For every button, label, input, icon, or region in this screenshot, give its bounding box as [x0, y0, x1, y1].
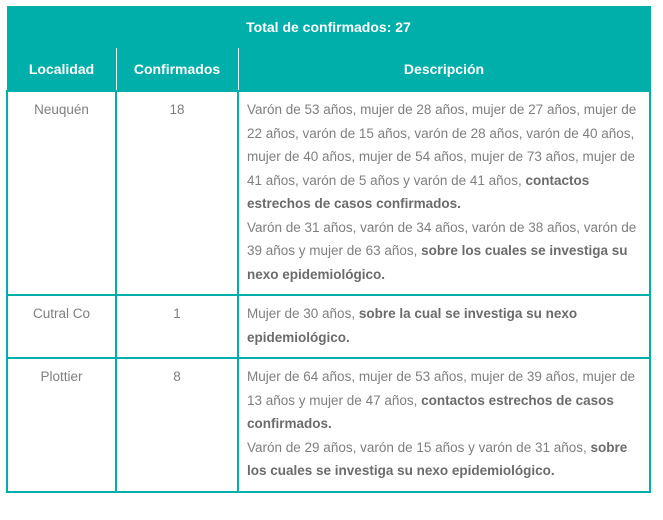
description-bold-text: contactos estrechos de casos confirmados…: [247, 392, 614, 432]
description-bold-text: contactos estrechos de casos confirmados…: [247, 172, 590, 212]
cell-descripcion: Mujer de 30 años, sobre la cual se inves…: [237, 294, 651, 359]
description-bold-text: sobre los cuales se investiga su nexo ep…: [247, 439, 628, 479]
cell-descripcion: Mujer de 64 años, mujer de 53 años, muje…: [237, 357, 651, 493]
description-paragraph: Mujer de 64 años, mujer de 53 años, muje…: [247, 365, 639, 436]
description-text: Varón de 31 años, varón de 34 años, varó…: [247, 219, 637, 259]
table-title: Total de confirmados: 27: [6, 6, 651, 48]
table-row: Cutral Co 1 Mujer de 30 años, sobre la cua…: [6, 294, 651, 359]
description-paragraph: Mujer de 30 años, sobre la cual se inves…: [247, 302, 639, 349]
header-descripcion: Descripción: [237, 47, 651, 91]
description-paragraph: Varón de 29 años, varón de 15 años y var…: [247, 436, 639, 483]
description-text: Varón de 53 años, mujer de 28 años, muje…: [247, 102, 637, 188]
description-text: Mujer de 64 años, mujer de 53 años, muje…: [247, 369, 635, 408]
cell-confirmados: 8: [115, 357, 239, 493]
header-localidad: Localidad: [6, 47, 117, 91]
cell-confirmados: 1: [115, 294, 239, 359]
description-paragraph: Varón de 53 años, mujer de 28 años, muje…: [247, 98, 639, 216]
description-paragraph: Varón de 31 años, varón de 34 años, varó…: [247, 216, 639, 287]
header-confirmados: Confirmados: [115, 47, 239, 91]
confirmed-cases-table: Total de confirmados: 27 Localidad Confi…: [6, 6, 651, 493]
cell-confirmados: 18: [115, 90, 239, 296]
description-bold-text: sobre la cual se investiga su nexo epide…: [247, 306, 578, 345]
cell-localidad: Neuquén: [6, 90, 117, 296]
table-row: Neuquén 18 Varón de 53 años, mujer de 28 a…: [6, 90, 651, 296]
cell-localidad: Plottier: [6, 357, 117, 493]
description-text: Mujer de 30 años,: [247, 306, 359, 321]
description-text: Varón de 29 años, varón de 15 años y var…: [247, 439, 591, 455]
description-bold-text: sobre los cuales se investiga su nexo ep…: [247, 243, 628, 282]
cell-descripcion: Varón de 53 años, mujer de 28 años, muje…: [237, 90, 651, 296]
table-row: Plottier 8 Mujer de 64 años, mujer de 53 a…: [6, 357, 651, 493]
cell-localidad: Cutral Co: [6, 294, 117, 359]
